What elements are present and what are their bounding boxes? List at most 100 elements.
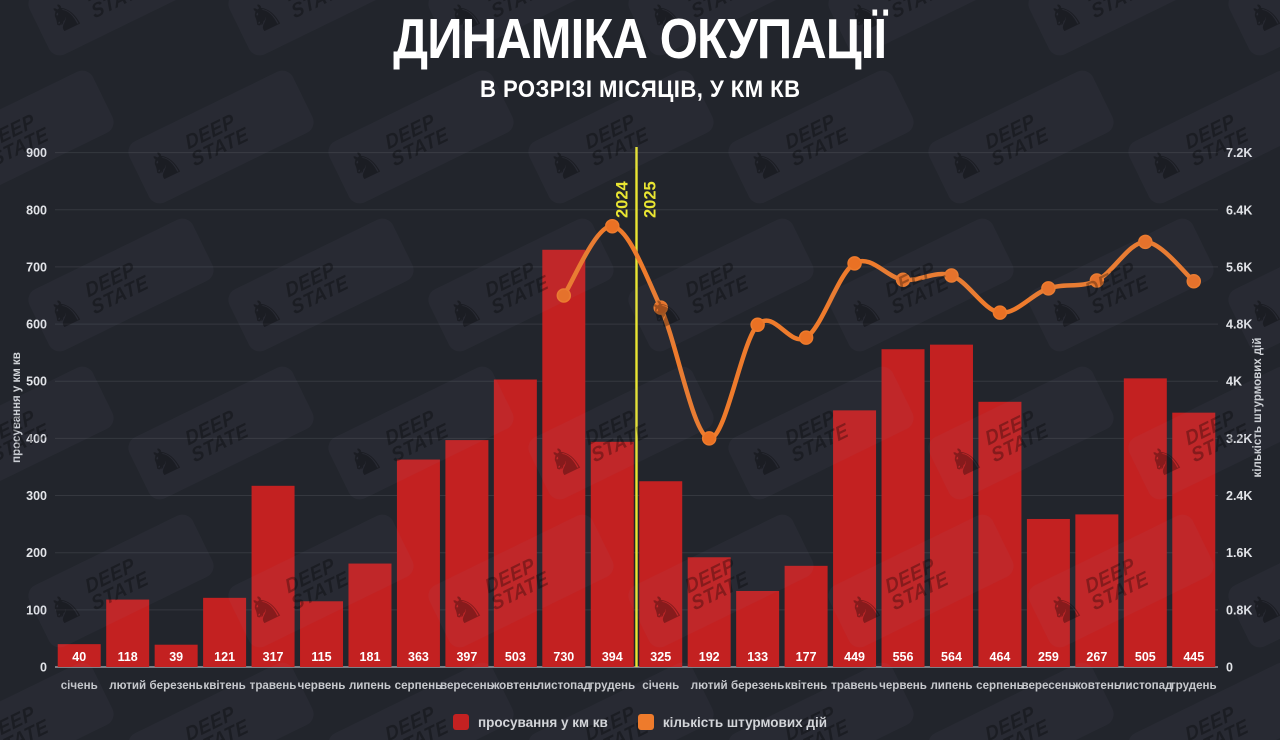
left-axis-tick: 100 <box>26 603 47 617</box>
left-axis-tick: 0 <box>40 661 47 675</box>
bar-value-label: 39 <box>169 650 183 664</box>
month-label: березень <box>731 679 784 692</box>
right-axis-tick: 4K <box>1226 375 1242 389</box>
bar <box>929 344 973 667</box>
month-label: січень <box>61 679 98 692</box>
bar-value-label: 40 <box>72 650 86 664</box>
right-axis-tick: 0.8K <box>1226 603 1252 617</box>
month-label: вересень <box>1021 679 1075 692</box>
right-axis-tick: 5.6K <box>1226 260 1252 274</box>
bar-value-label: 363 <box>408 650 429 664</box>
bar-value-label: 192 <box>699 650 720 664</box>
left-axis-tick: 600 <box>26 318 47 332</box>
assaults-line <box>561 223 1197 441</box>
bar-value-label: 464 <box>990 650 1011 664</box>
bar <box>1075 514 1119 667</box>
bar <box>590 441 634 667</box>
bar <box>493 379 537 667</box>
bar-value-label: 730 <box>553 650 574 664</box>
assaults-line-point <box>1186 273 1202 289</box>
bar <box>1026 518 1070 667</box>
month-label: червень <box>298 679 346 692</box>
bar <box>106 599 150 667</box>
month-label: грудень <box>1171 679 1217 692</box>
header: ДИНАМІКА ОКУПАЦІЇ В РОЗРІЗІ МІСЯЦІВ, У К… <box>0 0 1280 104</box>
assaults-line-point <box>992 305 1008 320</box>
assaults-line-point <box>653 300 668 315</box>
bar <box>833 410 877 667</box>
month-label: травень <box>250 679 297 692</box>
right-axis-tick: 1.6K <box>1226 546 1252 560</box>
right-axis-tick: 6.4K <box>1226 203 1252 217</box>
assaults-line-point <box>701 431 717 446</box>
assaults-line-point <box>944 268 959 283</box>
left-axis-tick: 500 <box>26 375 47 389</box>
month-label: травень <box>831 679 878 692</box>
bar <box>300 601 344 667</box>
month-label: жовтень <box>490 679 539 692</box>
bar-value-label: 121 <box>214 650 235 664</box>
bar <box>978 401 1022 667</box>
month-label: серпень <box>395 679 443 692</box>
left-axis-tick: 700 <box>26 260 47 274</box>
month-label: березень <box>149 679 202 692</box>
month-label: жовтень <box>1072 679 1121 692</box>
bar-value-label: 556 <box>893 650 914 664</box>
assaults-line-point <box>847 256 862 271</box>
month-label: липень <box>349 679 391 692</box>
bar-value-label: 133 <box>747 650 768 664</box>
bar <box>1172 412 1216 667</box>
month-label: червень <box>879 679 927 692</box>
right-axis-tick: 4.8K <box>1226 318 1252 332</box>
bar-value-label: 115 <box>311 650 331 664</box>
bar-value-label: 325 <box>650 650 671 664</box>
right-axis-tick: 0 <box>1226 661 1233 675</box>
bar <box>396 459 440 667</box>
bar-value-label: 449 <box>844 650 865 664</box>
right-axis-tick: 3.2K <box>1226 432 1252 446</box>
bar-value-label: 181 <box>360 650 381 664</box>
bar <box>784 565 828 667</box>
month-label: квітень <box>785 679 827 692</box>
bar-value-label: 503 <box>505 650 526 664</box>
bar-value-label: 505 <box>1135 650 1156 664</box>
bar <box>639 481 683 667</box>
bar <box>348 563 392 667</box>
assaults-line-point <box>605 218 620 234</box>
legend-label-bar: просування у км кв <box>477 714 608 730</box>
assaults-line-point <box>1089 273 1105 288</box>
bar <box>1123 378 1167 667</box>
bar <box>687 557 731 667</box>
bar <box>542 249 586 667</box>
bar-value-label: 177 <box>796 650 817 664</box>
bar <box>203 597 247 667</box>
bar <box>736 590 780 667</box>
page-subtitle: В РОЗРІЗІ МІСЯЦІВ, У КМ КВ <box>479 75 801 103</box>
assaults-line-point <box>556 288 572 303</box>
bar-value-label: 394 <box>602 650 623 664</box>
left-axis-tick: 900 <box>26 146 47 160</box>
bar <box>57 644 101 667</box>
year-label-2025: 2025 <box>642 181 660 218</box>
month-label: лютий <box>691 679 728 692</box>
assaults-line-point <box>1138 234 1153 250</box>
legend-label-line: кількість штурмових дій <box>662 714 828 730</box>
bar-value-label: 397 <box>456 650 477 664</box>
right-axis-title: кількість штурмових дій <box>1252 338 1264 478</box>
year-label-2024: 2024 <box>614 180 632 218</box>
bar-value-label: 445 <box>1183 650 1204 664</box>
bar <box>154 644 198 667</box>
legend-item-assaults: кількість штурмових дій <box>637 714 828 730</box>
bar <box>445 440 489 667</box>
month-label: лютий <box>109 679 146 692</box>
bar-value-label: 317 <box>263 650 284 664</box>
legend-swatch-line <box>637 714 654 730</box>
left-axis-title: просування у км кв <box>11 352 23 463</box>
bar-value-label: 564 <box>941 650 962 664</box>
month-label: січень <box>642 679 679 692</box>
bar-value-label: 259 <box>1038 650 1059 664</box>
right-axis-tick: 2.4K <box>1226 489 1252 503</box>
assaults-line-point <box>798 330 814 345</box>
bar-value-label: 267 <box>1086 650 1107 664</box>
